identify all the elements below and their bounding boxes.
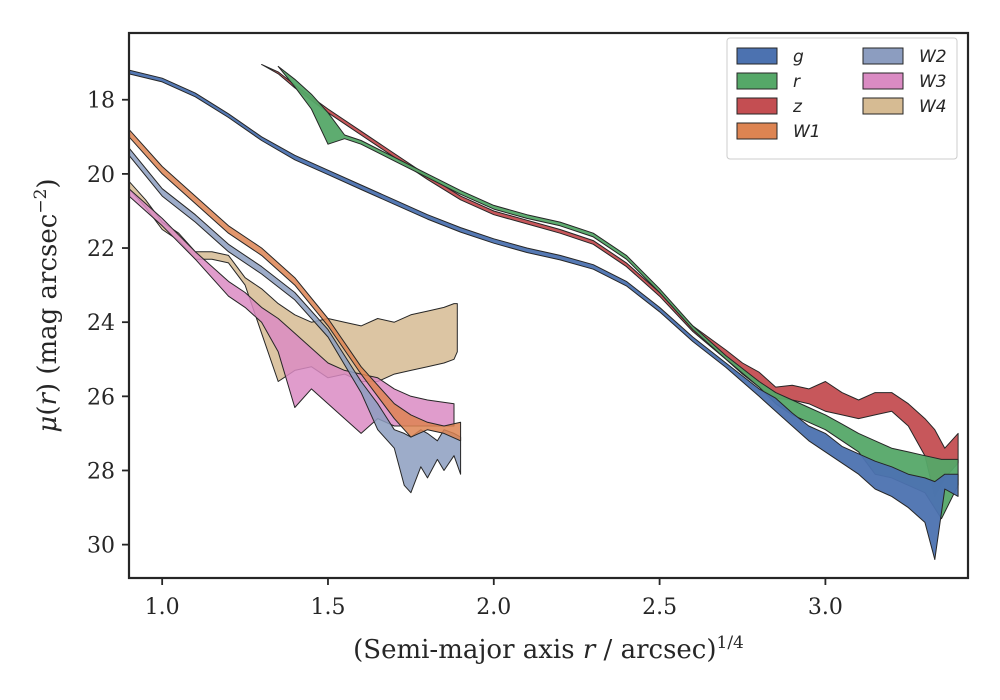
legend-frame: [726, 37, 958, 160]
legend-swatch-w4: [862, 97, 904, 115]
legend-label-w4: W4: [919, 97, 947, 117]
profile-bands: [129, 64, 959, 560]
y-tick-label: 22: [87, 237, 115, 262]
y-axis-label-end: ): [33, 178, 63, 188]
x-axis-label-post: / arcsec): [595, 635, 716, 665]
x-tick-label: 3.0: [808, 595, 843, 620]
band-z: [261, 64, 959, 497]
legend-label-g: g: [793, 47, 804, 67]
legend-label-w1: W1: [793, 122, 821, 142]
legend-label-r: r: [793, 72, 801, 92]
legend: grz W1 W2 W3 W4: [726, 37, 958, 160]
y-tick-label: 18: [87, 89, 115, 114]
band-w3: [129, 188, 455, 434]
band-g: [129, 69, 959, 560]
x-axis-label-exponent: 1/4: [717, 633, 744, 653]
y-tick-label: 30: [87, 534, 115, 559]
x-axis-label-var: r: [583, 635, 597, 665]
y-axis-label-var: r: [33, 392, 63, 406]
y-tick-label: 20: [87, 163, 115, 188]
band-w2: [129, 147, 462, 494]
y-axis-label-exponent: −2: [31, 189, 51, 214]
band-w1: [129, 128, 462, 442]
legend-swatch-z: [736, 97, 778, 115]
y-axis-label: μ(r) (mag arcsec−2): [31, 178, 63, 432]
band-w4: [129, 180, 458, 382]
legend-swatch-g: [736, 47, 778, 65]
y-axis-ticks: 18 20 22 24 26 28 30: [87, 89, 129, 559]
legend-swatch-w1: [736, 122, 778, 140]
y-tick-label: 26: [87, 385, 115, 410]
legend-swatch-r: [736, 72, 778, 90]
legend-items: grz W1 W2 W3 W4: [736, 47, 947, 142]
plot-frame: [127, 31, 970, 580]
x-tick-label: 1.0: [145, 595, 180, 620]
legend-label-w3: W3: [919, 72, 947, 92]
x-tick-label: 1.5: [310, 595, 345, 620]
legend-swatch-w3: [862, 72, 904, 90]
x-tick-label: 2.5: [642, 595, 677, 620]
y-axis-label-open: (: [33, 406, 63, 416]
y-tick-label: 28: [87, 459, 115, 484]
legend-label-w2: W2: [919, 47, 947, 67]
y-axis-label-mu: μ: [33, 416, 63, 433]
x-axis-ticks: 1.0 1.5 2.0 2.5 3.0: [145, 578, 843, 620]
x-axis-label-pre: (Semi-major axis: [353, 635, 583, 665]
band-r: [277, 65, 959, 520]
y-tick-label: 24: [87, 311, 115, 336]
legend-swatch-w2: [862, 47, 904, 65]
y-axis-label-units: ) (mag arcsec: [33, 214, 63, 393]
legend-label-z: z: [792, 97, 803, 117]
x-axis-label: (Semi-major axis r / arcsec)1/4: [353, 633, 744, 665]
x-tick-label: 2.0: [476, 595, 511, 620]
